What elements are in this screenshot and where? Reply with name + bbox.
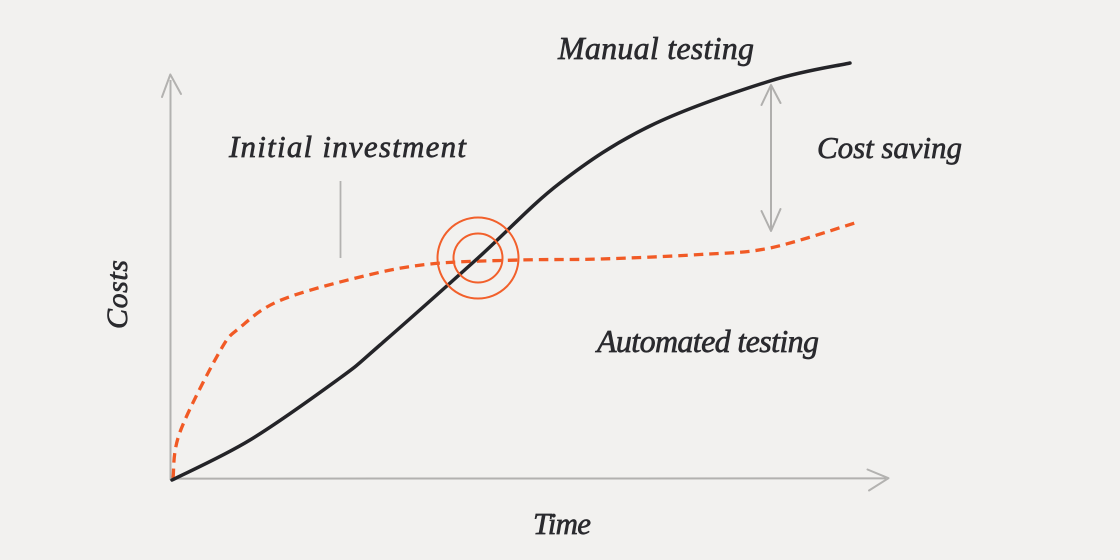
svg-text:Manual testing: Manual testing: [557, 30, 754, 66]
svg-text:Cost saving: Cost saving: [817, 130, 962, 165]
svg-text:Time: Time: [533, 506, 591, 541]
svg-text:Initial investment: Initial investment: [228, 129, 467, 164]
svg-text:Costs: Costs: [101, 260, 134, 329]
svg-text:Automated testing: Automated testing: [595, 323, 819, 359]
